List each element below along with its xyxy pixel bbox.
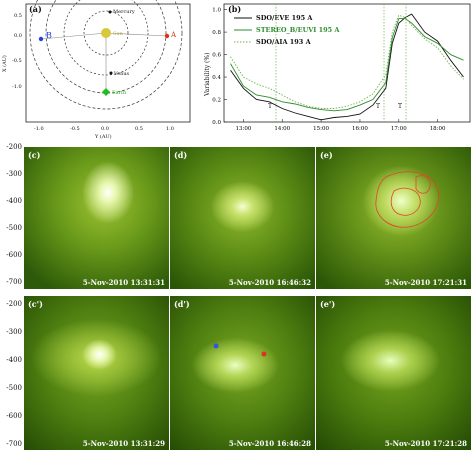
ytick: 0.0 — [14, 33, 22, 39]
row2-ytick: -200 — [6, 300, 22, 308]
xaxis-label: Y (AU) — [94, 133, 112, 140]
marker-t2: T — [376, 103, 380, 110]
timestamp: 5-Nov-2010 17:21:31 — [384, 278, 467, 287]
xtick: 14:00 — [274, 126, 290, 132]
row1-ytick: -600 — [6, 251, 22, 259]
ytick: -0.5 — [12, 58, 22, 64]
xtick: 0.5 — [135, 126, 143, 132]
xtick: 13:00 — [235, 126, 251, 132]
xtick: 16:00 — [352, 126, 368, 132]
ytick: 0.4 — [212, 75, 221, 81]
timestamp: 5-Nov-2010 13:31:31 — [82, 278, 165, 287]
footpoint-markers — [213, 343, 267, 357]
mercury-label: Mercury — [113, 9, 135, 15]
ytick: 1.0 — [212, 8, 221, 14]
orbit-plot: Sun Mercury Venus Earth B A (a) -1.0 -0.… — [1, 0, 191, 140]
row1-ytick: -300 — [6, 170, 22, 178]
earth-marker — [102, 88, 110, 96]
panel-label: (c) — [28, 150, 41, 160]
euv-image-c: (c) 5-Nov-2010 13:31:31 — [24, 147, 169, 289]
legend-aia: SDO/AIA 193 A — [256, 38, 312, 46]
panel-a-label: (a) — [29, 4, 42, 14]
xtick: 1.0 — [166, 126, 174, 132]
stereo-b-marker — [38, 36, 44, 42]
panel-b-label: (b) — [228, 4, 241, 14]
contour-overlay — [375, 171, 439, 228]
panel-label: (d') — [174, 299, 190, 309]
xtick: -0.5 — [70, 126, 80, 132]
ytick: 0.6 — [212, 53, 221, 59]
row1-ytick: -500 — [6, 224, 22, 232]
image-grid: -200 -300 -400 -500 -600 -700 -200 -300 … — [0, 140, 474, 451]
stereo-b-label: B — [46, 31, 52, 40]
panel-label: (e) — [320, 150, 333, 160]
venus-marker — [109, 71, 113, 75]
sun-label: Sun — [113, 31, 124, 37]
row2-ytick: -500 — [6, 384, 22, 392]
venus-label: Venus — [113, 71, 130, 77]
euv-image-e-prime: (e') 5-Nov-2010 17:21:28 — [316, 296, 471, 450]
series-line-0 — [230, 13, 464, 121]
timestamp: 5-Nov-2010 13:31:29 — [82, 439, 165, 448]
euv-image-d: (d) 5-Nov-2010 16:46:32 — [170, 147, 315, 289]
xtick: 18:00 — [430, 126, 446, 132]
marker-t3: T — [398, 103, 402, 110]
sun-marker — [101, 28, 111, 38]
xtick: 0.0 — [101, 126, 109, 132]
panel-label: (c') — [28, 299, 43, 309]
panel-label: (e') — [320, 299, 336, 309]
earth-label: Earth — [112, 90, 127, 96]
stereo-a-label: A — [170, 31, 177, 39]
variability-chart: (b) Variability (%) 1.0 0.8 0.6 0.4 0.2 0.0 1… — [204, 3, 471, 132]
euv-image-d-prime: (d') 5-Nov-2010 16:46:28 — [170, 296, 315, 450]
row1-ytick: -400 — [6, 197, 22, 205]
row1-ytick: -200 — [6, 143, 22, 151]
stereo-a-marker — [164, 33, 170, 39]
row2-ytick: -600 — [6, 412, 22, 420]
series-line-2 — [230, 14, 464, 109]
panel-a: Sun Mercury Venus Earth B A (a) -1.0 -0.… — [0, 0, 200, 140]
ytick: 0.2 — [212, 98, 221, 104]
xtick: -1.0 — [34, 126, 44, 132]
marker-t1: T — [268, 103, 272, 110]
ytick: 0.5 — [14, 13, 22, 19]
row2-ytick: -700 — [6, 440, 22, 448]
euv-image-e: (e) 5-Nov-2010 17:21:31 — [316, 147, 471, 289]
row2-ytick: -400 — [6, 356, 22, 364]
row1-ytick: -700 — [6, 278, 22, 286]
row2-ytick: -300 — [6, 328, 22, 336]
panel-b: (b) Variability (%) 1.0 0.8 0.6 0.4 0.2 0.0 1… — [200, 0, 474, 140]
panel-label: (d) — [174, 150, 188, 160]
xtick: 17:00 — [391, 126, 407, 132]
ytick: -1.0 — [12, 84, 22, 90]
mercury-marker — [108, 10, 112, 14]
yaxis-label: Variability (%) — [204, 53, 211, 97]
timestamp: 5-Nov-2010 16:46:32 — [228, 278, 311, 287]
legend-eve: SDO/EVE 195 A — [256, 14, 313, 22]
euv-image-c-prime: (c') 5-Nov-2010 13:31:29 — [24, 296, 169, 450]
yaxis-label: X (AU) — [1, 55, 8, 72]
xtick: 15:00 — [313, 126, 329, 132]
ytick: 0.8 — [212, 30, 221, 36]
series-line-1 — [230, 18, 464, 112]
ytick: 0.0 — [212, 120, 221, 126]
timestamp: 5-Nov-2010 16:46:28 — [228, 439, 311, 448]
timestamp: 5-Nov-2010 17:21:28 — [384, 439, 467, 448]
legend-euvi: STEREO_B/EUVI 195 A — [256, 26, 340, 34]
